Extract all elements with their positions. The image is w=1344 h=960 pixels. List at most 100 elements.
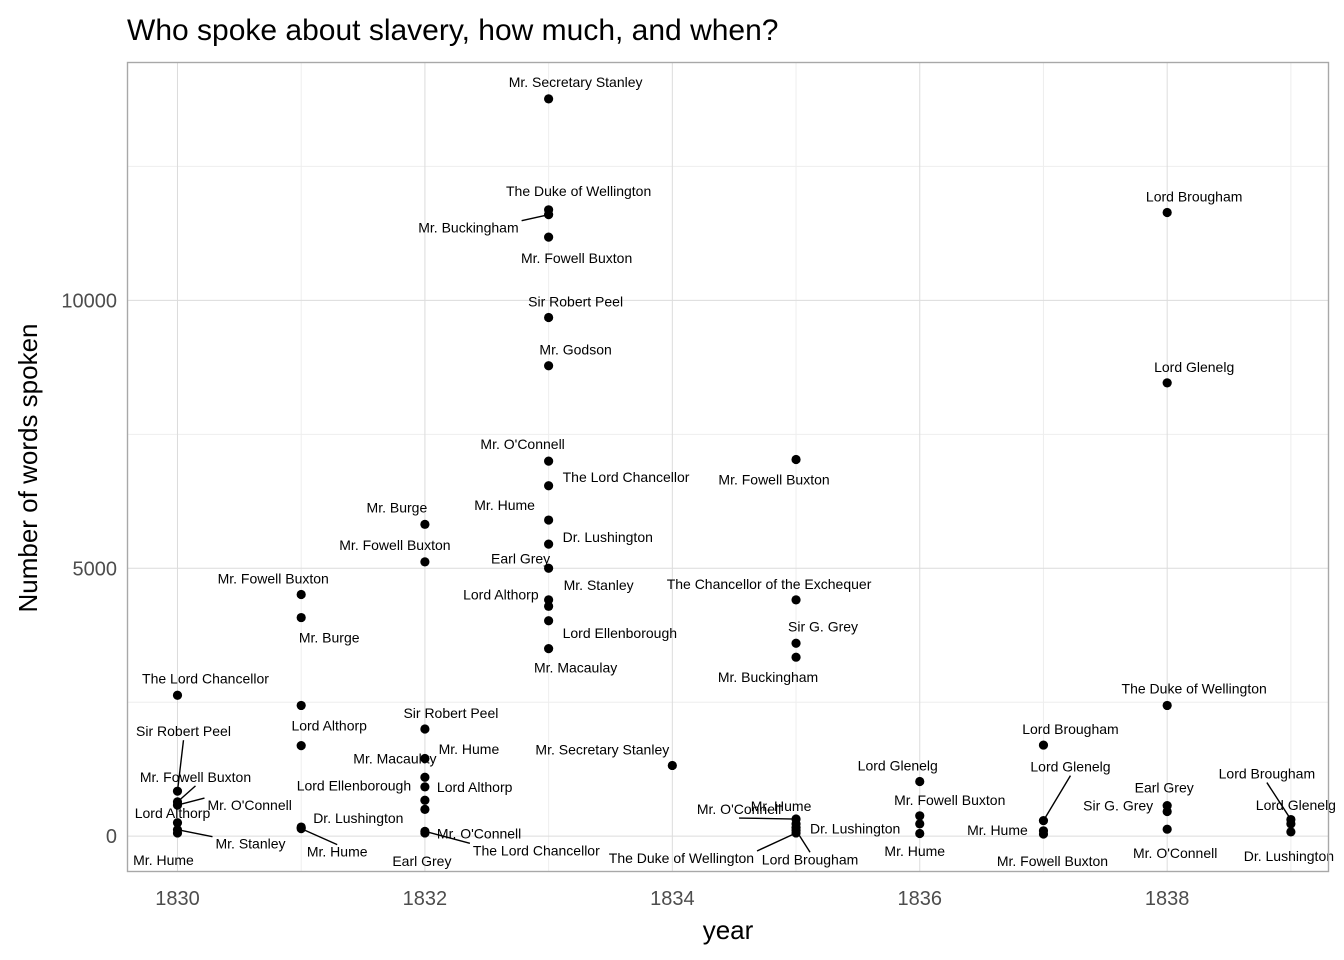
x-tick-label: 1830 xyxy=(155,888,200,910)
chart-title: Who spoke about slavery, how much, and w… xyxy=(127,14,778,47)
point-label: Mr. O'Connell xyxy=(480,436,564,452)
data-point xyxy=(420,828,430,838)
point-label: Lord Ellenborough xyxy=(297,777,411,793)
data-point xyxy=(420,753,430,764)
label-leader-line xyxy=(521,213,549,222)
x-tick-label: 1834 xyxy=(650,888,695,910)
data-point xyxy=(1286,827,1296,837)
point-label: Dr. Lushington xyxy=(313,810,403,826)
data-points xyxy=(172,94,1296,839)
point-label: Mr. O'Connell xyxy=(437,825,521,841)
point-label: Mr. Secretary Stanley xyxy=(535,741,669,757)
point-label: Lord Althorp xyxy=(135,805,211,821)
point-label: Mr. Hume xyxy=(439,741,500,757)
data-point xyxy=(296,824,306,834)
data-point xyxy=(544,312,554,323)
data-point xyxy=(667,760,677,771)
data-point xyxy=(420,782,430,792)
data-point xyxy=(544,94,554,104)
point-label: The Lord Chancellor xyxy=(563,469,690,485)
label-leader-line xyxy=(756,832,797,852)
point-label: Mr. Hume xyxy=(967,822,1028,838)
data-point xyxy=(1038,816,1049,826)
point-label: Mr. Burge xyxy=(299,630,360,646)
data-point xyxy=(1162,378,1172,388)
data-point xyxy=(172,828,183,838)
x-tick-label: 1838 xyxy=(1145,888,1190,910)
point-label: Mr. Fowell Buxton xyxy=(718,471,829,487)
point-label: Sir G. Grey xyxy=(1083,798,1153,814)
data-point xyxy=(544,361,554,371)
label-leader-line xyxy=(176,740,185,792)
point-label: Mr. Buckingham xyxy=(418,220,518,236)
point-label: Lord Brougham xyxy=(762,851,859,867)
data-point xyxy=(791,595,801,605)
data-point xyxy=(420,804,430,814)
data-point xyxy=(296,700,306,711)
data-point xyxy=(420,772,430,782)
data-point xyxy=(172,786,183,796)
data-point xyxy=(172,800,183,810)
point-label: Sir G. Grey xyxy=(788,618,858,634)
point-label: Mr. Hume xyxy=(133,852,194,868)
point-label: Sir Robert Peel xyxy=(528,294,623,310)
point-labels: The Lord Chancellor Sir Robert Peel Mr. Fo… xyxy=(133,74,1336,869)
point-label: Sir Robert Peel xyxy=(403,705,498,721)
data-point xyxy=(296,741,306,751)
point-label: Lord Glenelg xyxy=(858,758,938,774)
data-point xyxy=(1162,207,1172,218)
point-label: Mr. Secretary Stanley xyxy=(509,74,643,90)
point-label: Mr. Stanley xyxy=(215,836,285,852)
data-point xyxy=(544,595,554,605)
label-leader-line xyxy=(1266,782,1292,820)
data-point xyxy=(915,776,925,787)
data-point xyxy=(915,811,925,821)
label-leader-line xyxy=(300,828,338,846)
point-label: Mr. O'Connell xyxy=(207,797,291,813)
data-point xyxy=(1038,740,1049,750)
data-point xyxy=(420,557,430,567)
data-point xyxy=(915,819,925,829)
point-label: Dr. Lushington xyxy=(1244,848,1334,864)
point-label: Lord Althorp xyxy=(463,586,539,602)
label-leader-line xyxy=(177,797,205,806)
data-point xyxy=(1162,824,1172,834)
data-point xyxy=(172,818,183,828)
point-label: Dr. Lushington xyxy=(810,821,900,837)
label-leader-line xyxy=(424,830,471,845)
y-tick-label: 0 xyxy=(106,826,117,848)
data-point xyxy=(544,456,554,466)
data-point xyxy=(544,232,554,242)
data-point xyxy=(544,539,554,549)
point-label: Mr. Fowell Buxton xyxy=(218,571,329,587)
data-point xyxy=(544,563,554,573)
data-point xyxy=(1162,806,1172,817)
point-label: Mr. Hume xyxy=(307,844,368,860)
point-label: Mr. Hume xyxy=(474,497,535,513)
point-label: Mr. Macaulay xyxy=(534,660,617,676)
x-tick-label: 1836 xyxy=(898,888,943,910)
point-label: Mr. Buckingham xyxy=(718,669,818,685)
point-label: Lord Brougham xyxy=(1146,188,1243,204)
plot-panel xyxy=(126,61,1330,873)
point-label: Mr. Hume xyxy=(751,798,812,814)
point-label: Mr. Godson xyxy=(539,342,611,358)
data-point xyxy=(544,616,554,626)
data-point xyxy=(420,795,430,805)
point-label: Lord Glenelg xyxy=(1154,359,1234,375)
point-label: Mr. Hume xyxy=(884,843,945,859)
point-label: The Lord Chancellor xyxy=(142,670,269,686)
y-axis-title: Number of words spoken xyxy=(13,323,43,612)
point-label: Mr. O'Connell xyxy=(1133,845,1217,861)
data-point xyxy=(420,724,430,734)
grid xyxy=(128,63,1328,871)
point-label: Dr. Lushington xyxy=(563,529,653,545)
point-label: Mr. Fowell Buxton xyxy=(140,769,251,785)
data-point xyxy=(296,612,306,623)
point-label: Earl Grey xyxy=(491,550,550,566)
data-point xyxy=(1038,829,1049,839)
point-label: Lord Glenelg xyxy=(1030,759,1110,775)
point-label: The Duke of Wellington xyxy=(609,850,754,866)
data-point xyxy=(544,210,554,220)
